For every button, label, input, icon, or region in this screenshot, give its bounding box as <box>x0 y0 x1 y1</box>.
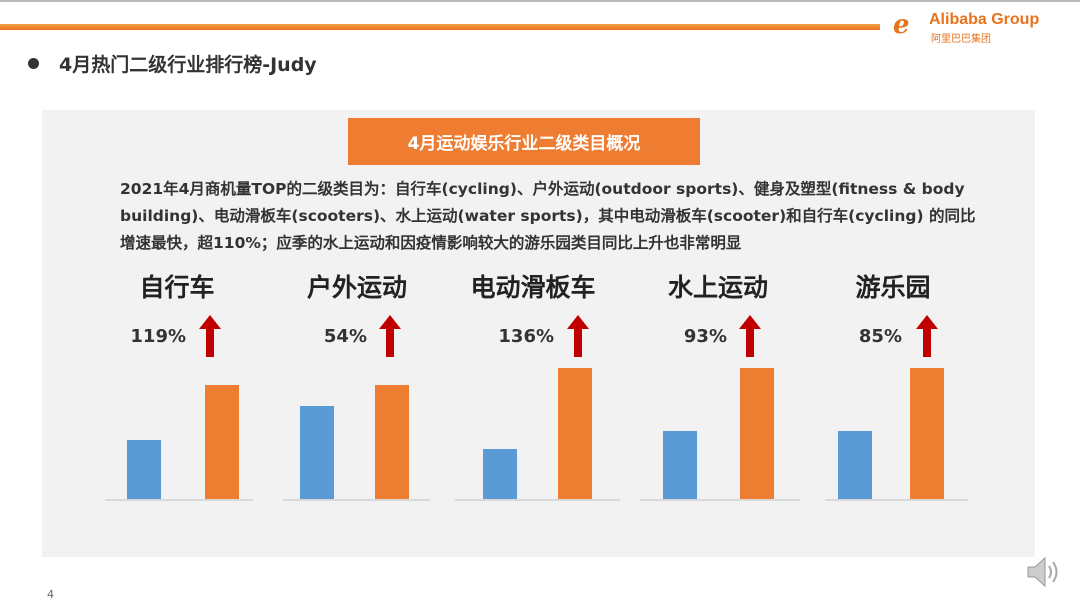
category-label: 游乐园 <box>855 273 931 302</box>
category-label: 电动滑板车 <box>470 273 596 302</box>
bar-previous-year <box>483 449 517 499</box>
bar-previous-year <box>838 430 872 499</box>
slide-title: 4月热门二级行业排行榜-Judy <box>59 54 317 76</box>
growth-label: 54% <box>323 326 367 347</box>
logo-text-cn: 阿里巴巴集团 <box>931 34 991 45</box>
bar-previous-year <box>127 440 161 499</box>
growth-label: 119% <box>130 326 186 347</box>
category-label: 户外运动 <box>306 273 408 302</box>
bar-current-year <box>558 368 592 499</box>
bar-previous-year <box>300 405 334 499</box>
growth-label: 85% <box>858 326 902 347</box>
up-arrow-icon <box>379 315 401 357</box>
panel-title: 4月运动娱乐行业二级类目概况 <box>348 118 700 165</box>
chart-baseline <box>105 499 253 501</box>
panel-description: 2021年4月商机量TOP的二级类目为：自行车(cycling)、户外运动(ou… <box>120 180 976 252</box>
chart-baseline <box>640 499 800 501</box>
bar-previous-year <box>663 430 697 499</box>
bullet-icon <box>28 58 39 69</box>
bar-current-year <box>910 368 944 499</box>
growth-label: 136% <box>498 326 554 347</box>
bar-current-year <box>740 368 774 499</box>
chart-baseline <box>283 499 430 501</box>
category-label: 自行车 <box>139 273 215 302</box>
top-border <box>0 0 1080 2</box>
speaker-icon[interactable] <box>1025 555 1061 589</box>
logo-text-en: Alibaba Group <box>929 11 1040 28</box>
bar-current-year <box>205 385 239 499</box>
chart-baseline <box>455 499 620 501</box>
category-label: 水上运动 <box>667 273 769 302</box>
header-rule <box>0 24 880 30</box>
up-arrow-icon <box>199 315 221 357</box>
page-number: 4 <box>47 588 54 601</box>
alibaba-logo: e Alibaba Group 阿里巴巴集团 <box>893 8 1073 45</box>
up-arrow-icon <box>916 315 938 357</box>
slide-heading: 4月热门二级行业排行榜-Judy <box>28 50 317 77</box>
growth-label: 93% <box>683 326 727 347</box>
chart-baseline <box>825 499 968 501</box>
up-arrow-icon <box>739 315 761 357</box>
alibaba-e-icon: e <box>893 10 910 40</box>
bar-current-year <box>375 385 409 499</box>
up-arrow-icon <box>567 315 589 357</box>
